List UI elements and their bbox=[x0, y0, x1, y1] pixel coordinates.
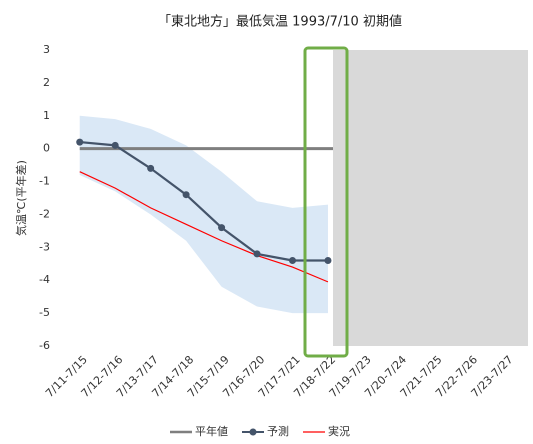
y-tick-label: 1 bbox=[43, 109, 50, 122]
legend-label: 実況 bbox=[328, 424, 350, 438]
legend-label: 平年値 bbox=[195, 424, 228, 438]
y-tick-label: -1 bbox=[39, 175, 50, 188]
series-line bbox=[79, 140, 328, 262]
point bbox=[253, 250, 261, 258]
legend-label: 予測 bbox=[267, 424, 289, 438]
y-tick-label: 2 bbox=[43, 76, 50, 89]
point bbox=[76, 138, 84, 146]
series-line bbox=[79, 171, 329, 283]
y-axis-label: 気温℃(平年差) bbox=[14, 160, 28, 236]
y-tick-label: -3 bbox=[39, 240, 50, 253]
legend-marker bbox=[249, 428, 257, 436]
range-band bbox=[79, 115, 328, 314]
y-tick-label: -4 bbox=[39, 273, 50, 286]
chart-title: 「東北地方」最低気温 1993/7/10 初期値 bbox=[158, 14, 402, 30]
point bbox=[147, 164, 155, 172]
y-tick-label: 3 bbox=[43, 43, 50, 56]
y-tick-label: -5 bbox=[39, 306, 50, 319]
point bbox=[182, 191, 190, 199]
point bbox=[324, 256, 332, 264]
y-tick-label: 0 bbox=[43, 142, 50, 155]
point bbox=[218, 224, 226, 232]
y-tick-label: -2 bbox=[39, 207, 50, 220]
y-tick-label: -6 bbox=[39, 339, 50, 352]
mask-box bbox=[333, 50, 528, 346]
legend: 平年値 予測 実況 bbox=[170, 424, 350, 438]
point bbox=[289, 256, 296, 264]
point bbox=[111, 141, 119, 149]
highlight-box bbox=[303, 46, 349, 358]
